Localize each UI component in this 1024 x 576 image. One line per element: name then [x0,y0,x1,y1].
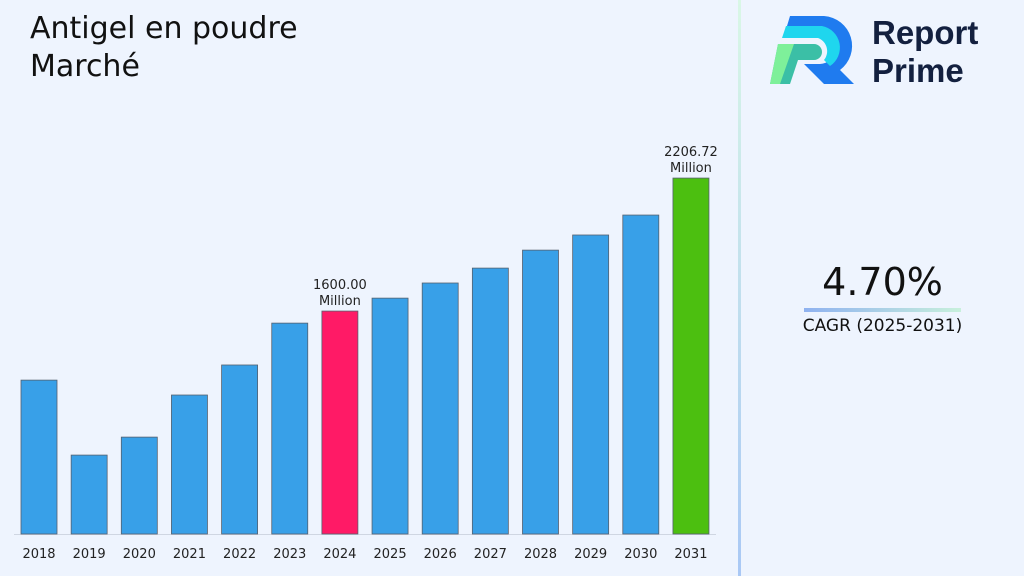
logo-text-prime: Prime [872,52,964,89]
x-tick-label-2029: 2029 [574,547,607,562]
bar-2021 [171,394,208,535]
bar-2026 [421,282,459,535]
x-tick-label-2022: 2022 [223,547,256,562]
chart-title: Antigel en poudre Marché [30,10,430,86]
data-label-unit-2031: Million [670,161,712,176]
x-tick-label-2018: 2018 [22,547,55,562]
x-tick-label-2024: 2024 [323,547,356,562]
bar-2028 [522,249,559,535]
bar-2019 [70,454,108,535]
bar-chart: 2018 2019 2020 2021 2022 2023 20241600.00Milli… [14,145,718,562]
data-label-unit-2024: Million [319,294,361,309]
data-label-value-2031: 2206.72 [664,145,718,160]
logo-text-report: Report [872,14,979,51]
bar-2022 [221,364,259,535]
x-tick-label-2020: 2020 [123,547,156,562]
bar-2025 [371,297,409,535]
bar-2024 [321,310,359,535]
cagr-label: CAGR (2025-2031) [802,316,963,336]
cagr-panel: 4.70% CAGR (2025-2031) [790,258,975,336]
title-line-1: Antigel en poudre [30,11,298,46]
bar-2020 [120,436,158,535]
x-tick-label-2021: 2021 [173,547,206,562]
bar-2031 [672,177,710,535]
bar-2030 [622,214,660,535]
cagr-value: 4.70% [822,260,943,304]
bar-2018 [20,379,58,535]
x-tick-label-2030: 2030 [624,547,657,562]
x-tick-label-2023: 2023 [273,547,306,562]
cagr-underline [804,308,961,312]
bar-2027 [471,267,509,535]
x-tick-label-2031: 2031 [674,547,707,562]
x-tick-label-2026: 2026 [424,547,457,562]
x-tick-label-2025: 2025 [374,547,407,562]
x-tick-label-2028: 2028 [524,547,557,562]
divider [738,0,741,576]
x-tick-label-2027: 2027 [474,547,507,562]
x-tick-label-2019: 2019 [73,547,106,562]
bar-2029 [572,234,610,535]
logo-mark-icon [770,16,854,84]
data-label-value-2024: 1600.00 [313,278,367,293]
title-line-2: Marché [30,49,140,84]
report-prime-logo: Report Prime [768,14,1008,90]
bar-2023 [271,322,309,535]
